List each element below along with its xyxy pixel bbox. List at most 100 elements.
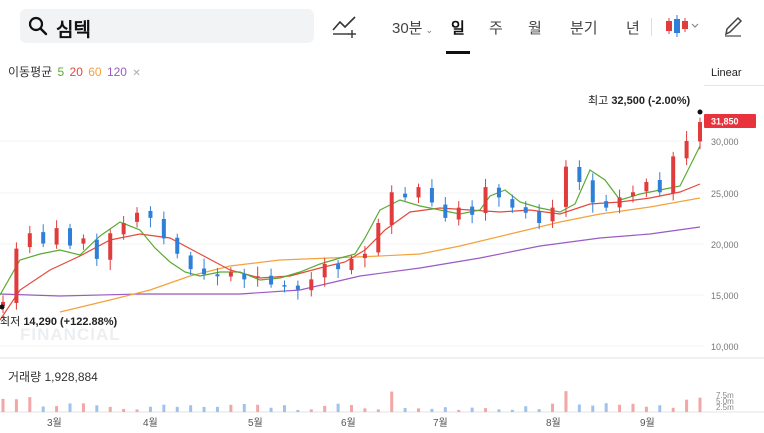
period-week[interactable]: 주 [489,20,503,37]
candle-body [362,253,367,259]
candle-body [135,212,140,222]
volume-bar [484,408,488,412]
period-month[interactable]: 월 [528,20,542,37]
volume-bar [443,407,447,412]
volume-bar [162,404,166,412]
candle-body [94,239,99,259]
candle-body [470,206,475,215]
candle-body [336,264,341,270]
candle-body [510,199,515,208]
candle-body [282,285,287,287]
high-annotation-label: 최고 [588,94,608,107]
volume-bar [215,406,219,412]
volume-bar [564,391,568,412]
candle-body [228,272,233,277]
volume-bar [175,406,179,412]
volume-bar [591,405,595,412]
period-day[interactable]: 일 [451,20,465,37]
candle-body [403,193,408,198]
candle-body [376,223,381,253]
volume-bar [95,405,99,412]
volume-bar [671,407,675,412]
ma20-line [0,183,701,321]
ma5-line [0,145,701,296]
volume-bar [242,403,246,412]
candle-body [41,232,46,244]
volume-bar [537,409,541,412]
candle-body [416,187,421,198]
active-period-indicator [446,51,470,54]
candle-body [175,237,180,254]
close-icon[interactable]: ✕ [132,68,141,79]
current-price-badge [704,114,756,128]
candle-body [54,228,59,245]
volume-bar [202,406,206,412]
volume-bar [470,407,474,412]
candle-body [456,207,461,220]
candle-body [215,274,220,277]
low-marker [0,304,5,310]
volume-bar [390,391,394,412]
period-30min[interactable]: 30분 ⌄ [392,20,434,37]
ma120-line [0,226,701,297]
ma-legend-label: 이동평균 [8,65,53,79]
period-quarter[interactable]: 분기 [570,20,598,37]
period-year[interactable]: 년 [626,20,640,37]
volume-bar [644,406,648,412]
volume-bar [269,407,273,412]
candle-body [148,211,153,218]
candle-body [255,276,260,278]
volume-bar [417,408,421,412]
x-axis-label: 3월 [47,417,62,429]
x-axis-label: 4월 [143,417,158,429]
price-axis-label: 15,000 [711,291,739,301]
candle-body [202,268,207,275]
volume-bar [376,409,380,412]
volume-bar [658,405,662,412]
volume-label: 거래량 [8,370,42,384]
candle-body [309,279,314,291]
candle-body [242,273,247,280]
volume-bar [510,409,514,412]
candle-body [161,218,166,239]
divider [651,18,652,36]
scale-mode-toggle[interactable]: Linear [711,67,742,79]
volume-value: 1,928,884 [44,370,98,384]
pencil-icon[interactable] [722,12,744,40]
volume-bar [55,406,59,412]
price-axis-label: 30,000 [711,137,739,147]
candle-body [537,211,542,223]
candle-body [188,255,193,270]
volume-bar [631,403,635,412]
candle-body [496,187,501,198]
candle-body [657,179,662,193]
ma60-line [59,197,701,313]
volume-legend: 거래량 1,928,884 [8,368,98,385]
candle-body [68,228,73,246]
volume-bar [403,408,407,412]
volume-bar [1,398,5,412]
volume-bar [122,408,126,412]
watermark: FINANCIAL [20,325,121,344]
x-axis-label: 6월 [341,417,356,429]
volume-series [1,391,702,412]
candlestick-type-icon[interactable] [664,12,700,40]
x-axis-label: 7월 [433,417,448,429]
volume-bar [698,397,702,412]
volume-bar [189,405,193,412]
moving-average-legend[interactable]: 이동평균 5 20 60 120 ✕ [8,63,143,80]
high-annotation: 최고 32,500 (-2.00%) [588,94,691,107]
volume-bar [68,403,72,412]
search-query[interactable]: 심텍 [56,20,91,41]
volume-bar [336,403,340,412]
volume-bar [685,399,689,412]
x-axis-label: 9월 [640,417,655,429]
candle-body [483,187,488,214]
indicator-add-icon[interactable] [331,12,359,40]
candlestick-series [1,117,702,314]
candle-body [295,285,300,290]
volume-bar [497,409,501,412]
candle-body [698,122,702,142]
search-box[interactable]: 심텍 [20,9,314,43]
candle-body [617,197,622,208]
